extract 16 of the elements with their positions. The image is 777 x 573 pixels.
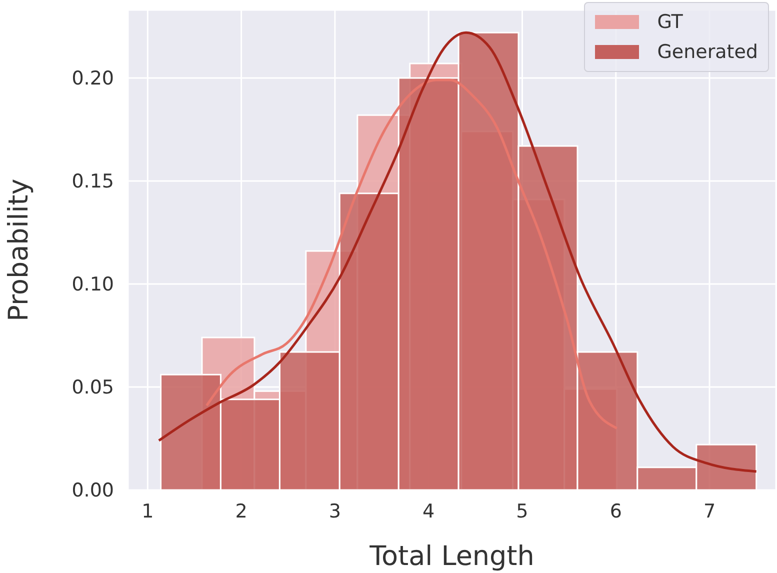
x-axis-title: Total Length	[368, 541, 534, 572]
y-tick-label: 0.20	[72, 68, 114, 90]
x-tick-label: 6	[610, 500, 622, 522]
y-tick-label: 0.00	[72, 480, 114, 502]
legend-label: GT	[657, 11, 683, 33]
y-tick-label: 0.15	[72, 170, 114, 193]
x-tick-label: 5	[516, 500, 528, 522]
x-tick-label: 2	[235, 500, 248, 522]
y-axis-title: Probability	[4, 178, 35, 322]
x-tick-label: 7	[703, 500, 716, 522]
x-tick-label: 1	[142, 500, 154, 522]
x-tick-label: 3	[328, 500, 341, 522]
y-tick-label: 0.10	[72, 274, 114, 296]
y-tick-label: 0.05	[72, 376, 114, 399]
legend-label: Generated	[657, 41, 758, 63]
x-tick-label: 4	[422, 500, 435, 522]
